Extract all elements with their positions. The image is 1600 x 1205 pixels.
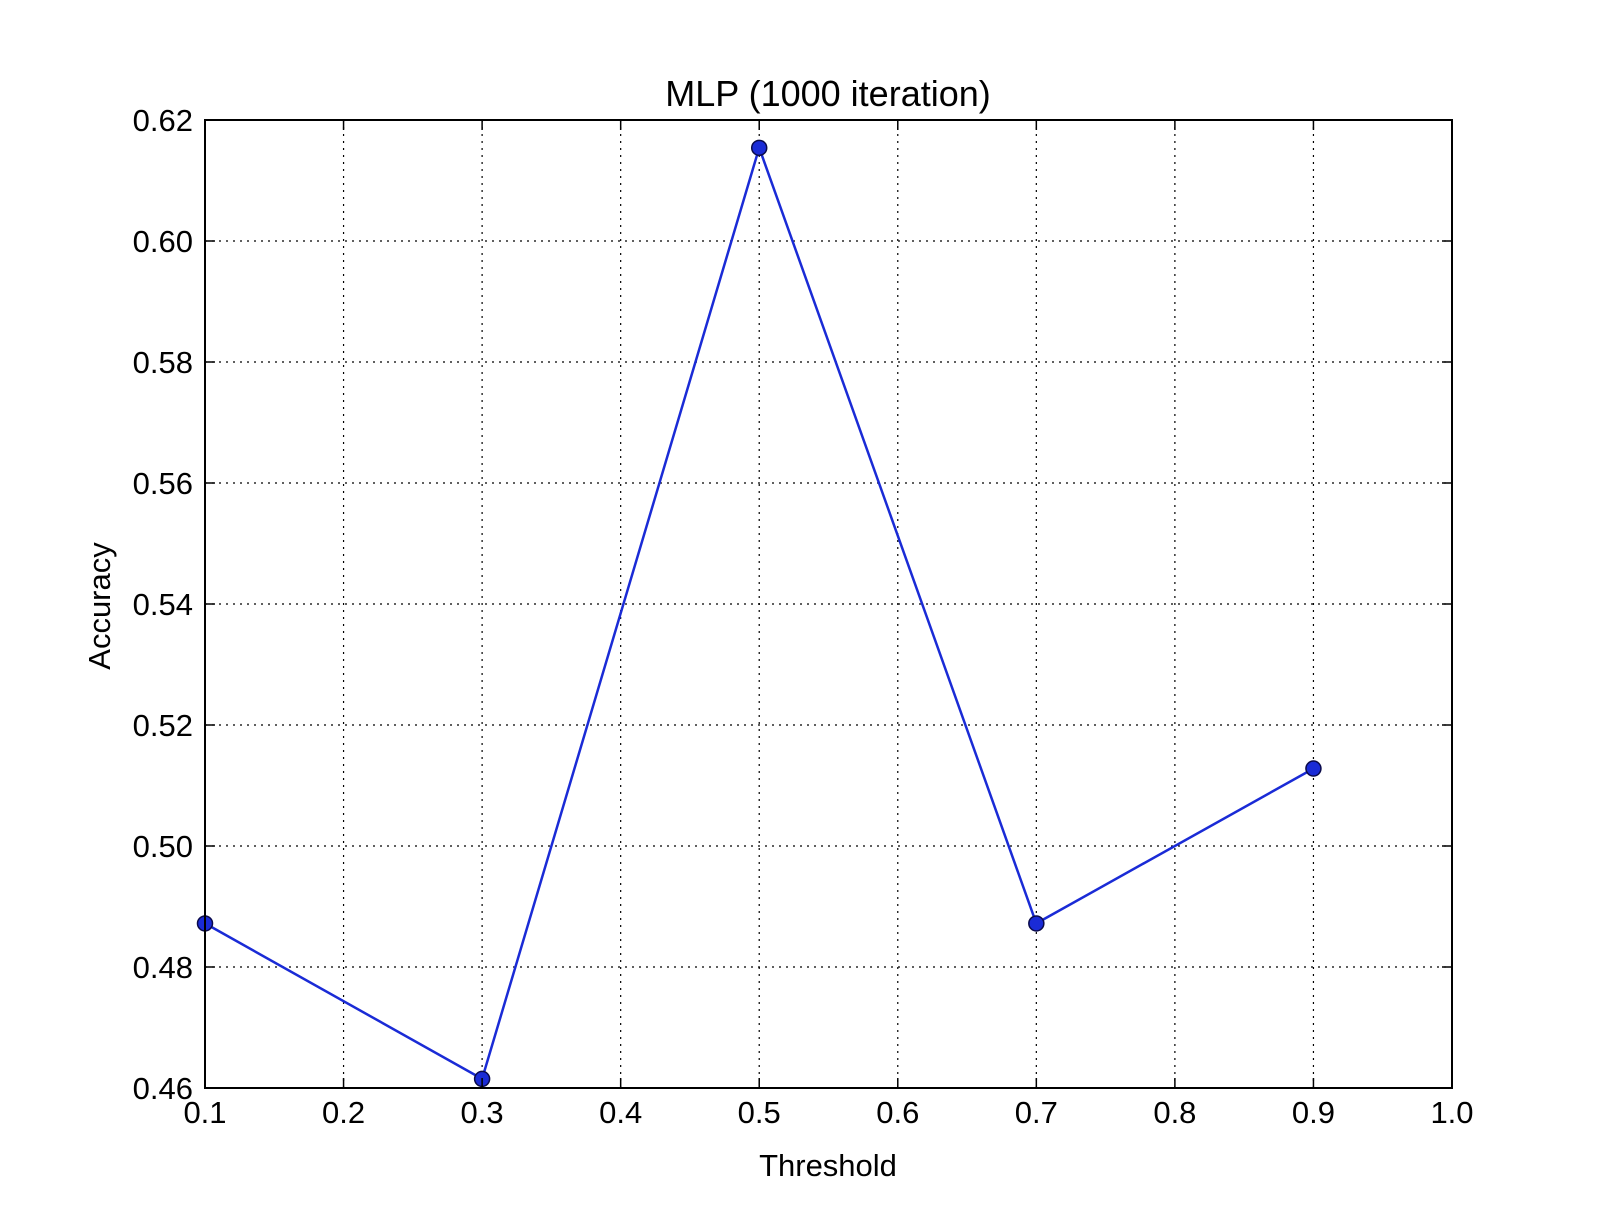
x-tick-label: 0.1	[183, 1095, 226, 1130]
x-tick-label: 0.4	[599, 1095, 642, 1130]
axis-ticks	[204, 119, 1453, 1089]
tick-labels: 0.1 0.2 0.3 0.4 0.5 0.6 0.7 0.8 0.9 1.0 0.46 0.48 0.…	[133, 103, 1474, 1130]
x-axis-title: Threshold	[759, 1148, 897, 1183]
y-tick-label: 0.58	[133, 345, 193, 380]
data-point	[750, 139, 768, 157]
y-tick-label: 0.52	[133, 708, 193, 743]
y-tick-label: 0.48	[133, 950, 193, 985]
x-tick-label: 0.8	[1153, 1095, 1196, 1130]
grid-lines	[205, 120, 1452, 1088]
y-tick-label: 0.56	[133, 466, 193, 501]
y-axis-title: Accuracy	[82, 542, 117, 670]
y-tick-label: 0.54	[133, 587, 193, 622]
x-tick-label: 0.2	[322, 1095, 365, 1130]
x-tick-label: 0.7	[1015, 1095, 1058, 1130]
x-tick-label: 0.6	[876, 1095, 919, 1130]
y-tick-label: 0.60	[133, 224, 193, 259]
x-tick-label: 0.9	[1292, 1095, 1335, 1130]
y-tick-label: 0.50	[133, 829, 193, 864]
data-point	[1028, 915, 1045, 932]
data-point	[1305, 760, 1322, 777]
y-tick-label: 0.62	[133, 103, 193, 138]
x-tick-label: 1.0	[1430, 1095, 1473, 1130]
x-tick-label: 0.5	[738, 1095, 781, 1130]
chart-title: MLP (1000 iteration)	[665, 73, 991, 114]
x-tick-label: 0.3	[461, 1095, 504, 1130]
y-tick-label: 0.46	[133, 1071, 193, 1106]
